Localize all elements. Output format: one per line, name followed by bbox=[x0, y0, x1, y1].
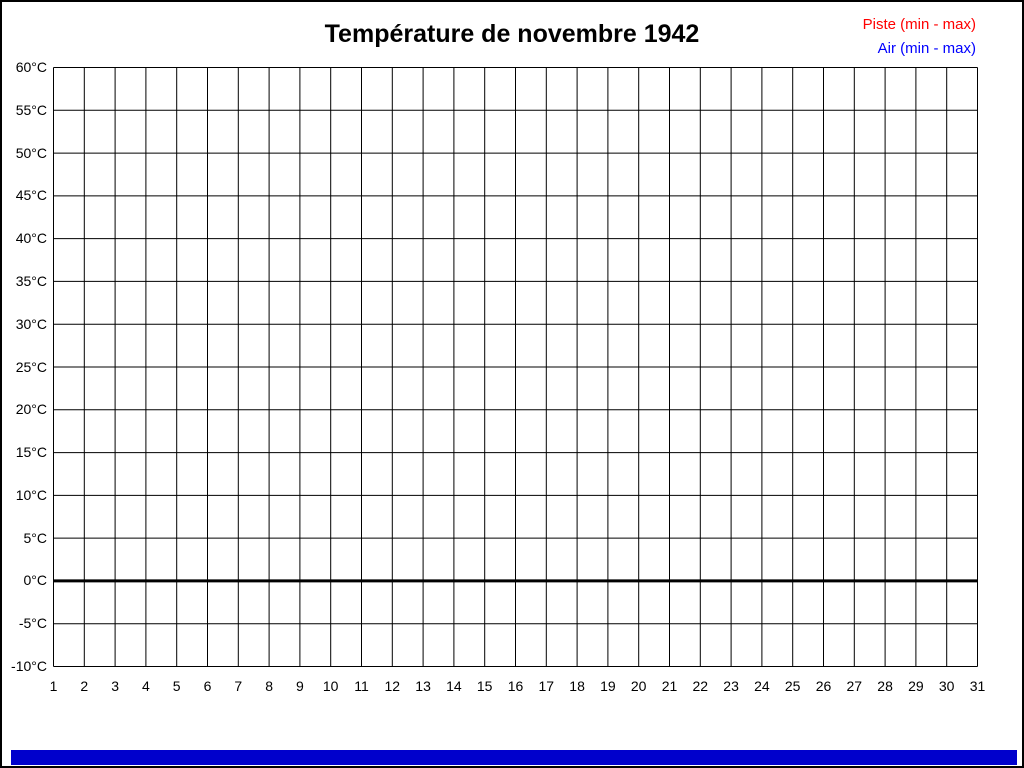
y-axis-tick: 0°C bbox=[23, 572, 48, 589]
y-axis-tick: 40°C bbox=[15, 230, 47, 247]
y-axis-tick: 10°C bbox=[15, 486, 47, 503]
x-axis-tick: 19 bbox=[600, 678, 616, 694]
legend-item-piste: Piste (min - max) bbox=[862, 16, 976, 33]
x-axis-tick: 18 bbox=[569, 678, 585, 694]
progress-bar bbox=[11, 750, 1017, 765]
chart-legend: Piste (min - max) Air (min - max) bbox=[863, 13, 976, 61]
y-axis-tick: 35°C bbox=[15, 272, 47, 289]
y-axis-tick: 55°C bbox=[15, 101, 47, 118]
x-axis-tick: 4 bbox=[141, 678, 150, 694]
x-axis-tick: 6 bbox=[203, 678, 212, 694]
y-axis-tick: 30°C bbox=[15, 315, 47, 332]
x-axis-tick: 20 bbox=[630, 678, 647, 694]
x-axis-tick: 15 bbox=[476, 678, 493, 694]
y-axis-tick: -10°C bbox=[11, 658, 47, 674]
y-axis-tick: 60°C bbox=[15, 59, 47, 75]
y-axis-tick: 20°C bbox=[15, 401, 47, 418]
x-axis-tick: 21 bbox=[661, 678, 678, 694]
y-axis-tick: 15°C bbox=[15, 444, 47, 461]
x-axis-tick: 22 bbox=[692, 678, 709, 694]
y-axis-tick: -5°C bbox=[18, 615, 47, 632]
x-axis-tick: 30 bbox=[938, 678, 955, 694]
x-axis-tick: 28 bbox=[877, 678, 893, 694]
x-axis-tick: 5 bbox=[172, 678, 181, 694]
chart-title: Température de novembre 1942 bbox=[324, 20, 700, 48]
x-axis-tick: 23 bbox=[723, 678, 739, 694]
y-axis-tick: 25°C bbox=[15, 358, 47, 375]
x-axis-tick: 27 bbox=[846, 678, 863, 694]
x-axis-tick: 2 bbox=[80, 678, 89, 694]
chart-grid bbox=[53, 67, 978, 667]
x-axis-tick: 11 bbox=[354, 678, 369, 694]
legend-item-air: Air (min - max) bbox=[877, 40, 976, 57]
x-axis-tick: 17 bbox=[538, 678, 555, 694]
x-axis-tick: 12 bbox=[384, 678, 401, 694]
x-axis-tick: 16 bbox=[507, 678, 524, 694]
x-axis-tick: 29 bbox=[908, 678, 924, 694]
x-axis-tick: 10 bbox=[322, 678, 339, 694]
y-axis-tick: 5°C bbox=[23, 529, 48, 546]
x-axis-tick: 14 bbox=[446, 678, 462, 694]
x-axis-tick: 1 bbox=[49, 678, 58, 694]
x-axis-tick: 25 bbox=[784, 678, 801, 694]
y-axis-tick: 45°C bbox=[15, 187, 47, 204]
x-axis-tick: 9 bbox=[295, 678, 304, 694]
x-axis-tick: 24 bbox=[754, 678, 770, 694]
y-axis-tick: 50°C bbox=[15, 144, 47, 161]
x-axis-tick: 8 bbox=[265, 678, 273, 694]
x-axis-tick: 13 bbox=[415, 678, 431, 694]
x-axis-tick: 26 bbox=[815, 678, 832, 694]
x-axis-tick: 7 bbox=[234, 678, 243, 694]
x-axis-tick: 31 bbox=[969, 678, 986, 694]
x-axis-tick: 3 bbox=[111, 678, 119, 694]
